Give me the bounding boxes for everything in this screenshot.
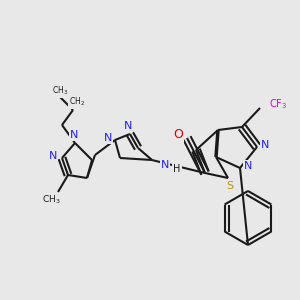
- Text: N: N: [104, 133, 112, 143]
- Text: N: N: [124, 121, 132, 131]
- Text: CH$_3$: CH$_3$: [52, 85, 68, 97]
- Text: CH$_3$: CH$_3$: [42, 194, 60, 206]
- Text: N: N: [161, 160, 169, 170]
- Text: N: N: [49, 151, 57, 161]
- Text: H: H: [173, 164, 181, 174]
- Text: N: N: [261, 140, 269, 150]
- Text: O: O: [173, 128, 183, 142]
- Text: CH$_2$: CH$_2$: [69, 96, 85, 108]
- Text: CF$_3$: CF$_3$: [269, 97, 287, 111]
- Text: S: S: [226, 181, 234, 191]
- Text: N: N: [244, 161, 252, 171]
- Text: N: N: [70, 130, 78, 140]
